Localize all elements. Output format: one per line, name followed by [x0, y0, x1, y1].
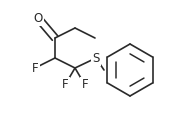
Text: F: F — [32, 62, 38, 75]
Text: O: O — [33, 11, 43, 25]
Text: F: F — [62, 79, 68, 91]
Text: F: F — [82, 79, 88, 91]
Text: S: S — [92, 51, 100, 64]
